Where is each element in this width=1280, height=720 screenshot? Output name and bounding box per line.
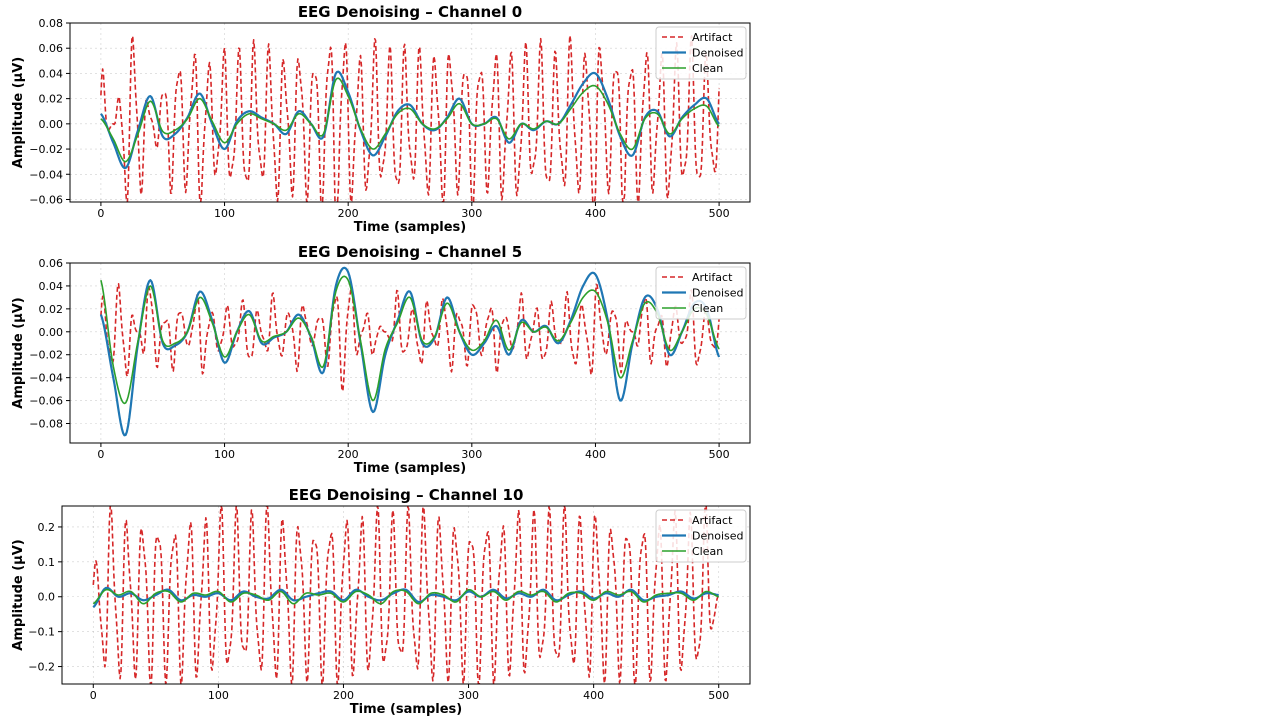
series-line-artifact <box>100 34 720 202</box>
legend: Artifact Denoised Clean <box>655 26 747 80</box>
y-axis-label: Amplitude (µV) <box>11 57 26 168</box>
y-tick-label: 0.02 <box>39 303 64 316</box>
x-axis-label: Time (samples) <box>354 461 466 476</box>
x-tick-label: 400 <box>583 689 604 702</box>
x-tick-label: 500 <box>709 448 730 461</box>
chart-title: EEG Denoising – Channel 5 <box>298 243 522 261</box>
legend-label-artifact: Artifact <box>692 514 733 527</box>
y-tick-label: 0.04 <box>39 280 64 293</box>
y-tick-label: 0.02 <box>39 93 64 106</box>
y-tick-label: −0.2 <box>28 661 55 674</box>
legend-label-artifact: Artifact <box>692 31 733 44</box>
series-line-clean <box>100 77 720 163</box>
x-tick-label: 300 <box>458 689 479 702</box>
y-tick-label: 0.08 <box>39 17 64 30</box>
x-tick-label: 500 <box>708 689 729 702</box>
y-tick-label: 0.06 <box>39 257 64 270</box>
series-line-artifact <box>92 506 719 684</box>
x-tick-label: 300 <box>461 207 482 220</box>
y-tick-label: 0.00 <box>39 326 64 339</box>
y-tick-label: −0.06 <box>29 395 63 408</box>
y-tick-label: 0.0 <box>38 591 56 604</box>
series-line-clean <box>92 588 719 605</box>
y-tick-label: −0.02 <box>29 143 63 156</box>
x-tick-label: 100 <box>208 689 229 702</box>
x-tick-label: 200 <box>338 448 359 461</box>
plot-frame <box>69 22 751 203</box>
y-tick-label: −0.04 <box>29 372 63 385</box>
legend-label-clean: Clean <box>692 62 723 75</box>
legend-box <box>655 26 747 80</box>
x-tick-label: 0 <box>90 689 97 702</box>
legend-label-denoised: Denoised <box>692 287 743 300</box>
plot-frame <box>61 505 751 685</box>
legend: Artifact Denoised Clean <box>655 266 747 320</box>
x-tick-label: 200 <box>338 207 359 220</box>
x-tick-label: 200 <box>333 689 354 702</box>
x-tick-label: 0 <box>97 207 104 220</box>
y-tick-label: −0.04 <box>29 168 63 181</box>
x-axis-label: Time (samples) <box>354 220 466 235</box>
chart-title: EEG Denoising – Channel 0 <box>298 3 522 21</box>
x-tick-label: 500 <box>709 207 730 220</box>
y-tick-label: −0.1 <box>28 626 55 639</box>
y-tick-label: 0.1 <box>38 556 56 569</box>
y-tick-label: 0.2 <box>38 521 56 534</box>
y-axis-label: Amplitude (µV) <box>11 297 26 408</box>
x-axis-label: Time (samples) <box>350 702 462 717</box>
x-tick-label: 0 <box>97 448 104 461</box>
legend-box <box>655 509 747 563</box>
legend-label-artifact: Artifact <box>692 271 733 284</box>
y-tick-label: 0.00 <box>39 118 64 131</box>
x-tick-label: 400 <box>585 448 606 461</box>
series-line-clean <box>100 275 720 405</box>
y-tick-label: −0.02 <box>29 349 63 362</box>
x-tick-label: 400 <box>585 207 606 220</box>
x-tick-label: 100 <box>214 448 235 461</box>
chart-panel-1: 0 100 200 300 400 500 −0.08 −0.06 −0.04 −0.02 0.00… <box>11 243 751 476</box>
y-tick-label: −0.08 <box>29 418 63 431</box>
y-axis-label: Amplitude (µV) <box>11 539 26 650</box>
y-tick-label: 0.06 <box>39 42 64 55</box>
legend-box <box>655 266 747 320</box>
y-tick-label: −0.06 <box>29 193 63 206</box>
y-tick-label: 0.04 <box>39 67 64 80</box>
series-line-artifact <box>100 283 720 392</box>
series-line-denoised <box>92 586 719 608</box>
plot-frame <box>69 262 751 444</box>
chart-panel-2: 0 100 200 300 400 500 −0.2 −0.1 0.0 0.1 0.2 EEG Den… <box>11 486 751 717</box>
x-tick-label: 100 <box>214 207 235 220</box>
series-line-denoised <box>99 266 721 437</box>
x-tick-label: 300 <box>461 448 482 461</box>
chart-panel-0: 0 100 200 300 400 500 −0.06 −0.04 −0.02 0.00 0.02 0… <box>11 3 751 235</box>
legend-label-denoised: Denoised <box>692 47 743 60</box>
chart-title: EEG Denoising – Channel 10 <box>289 486 524 504</box>
legend-label-clean: Clean <box>692 545 723 558</box>
legend: Artifact Denoised Clean <box>655 509 747 563</box>
legend-label-clean: Clean <box>692 302 723 315</box>
legend-label-denoised: Denoised <box>692 530 743 543</box>
